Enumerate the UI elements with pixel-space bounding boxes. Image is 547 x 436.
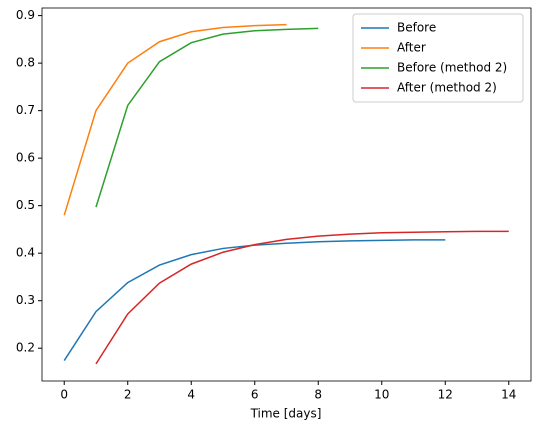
x-tick-label: 14 [501,388,516,402]
series-line [63,239,446,361]
x-tick-label: 2 [124,388,132,402]
legend-label: After (method 2) [397,81,497,95]
legend-label: Before [397,21,436,35]
legend: Before After Before (method 2) After (metho… [352,13,524,103]
x-tick-label: 12 [438,388,453,402]
series-line [95,27,319,208]
y-tick-label: 0.7 [16,103,35,117]
legend-frame [352,13,524,103]
y-tick-label: 0.4 [16,246,35,260]
legend-label: After [397,41,426,55]
y-tick-label: 0.3 [16,293,35,307]
x-tick-label: 10 [374,388,389,402]
legend-label: Before (method 2) [397,61,507,75]
x-tick-label: 4 [187,388,195,402]
x-axis-label: Time [days] [250,407,322,421]
plot-frame [41,7,532,382]
x-tick-label: 6 [251,388,259,402]
y-tick-label: 0.5 [16,198,35,212]
x-tick-label: 0 [60,388,68,402]
x-tick-label: 8 [314,388,322,402]
y-tick-label: 0.2 [16,341,35,355]
y-tick-label: 0.9 [16,8,35,22]
y-tick-label: 0.6 [16,151,35,165]
series-line [63,23,287,216]
series-line [95,230,509,365]
y-tick-label: 0.8 [16,56,35,70]
